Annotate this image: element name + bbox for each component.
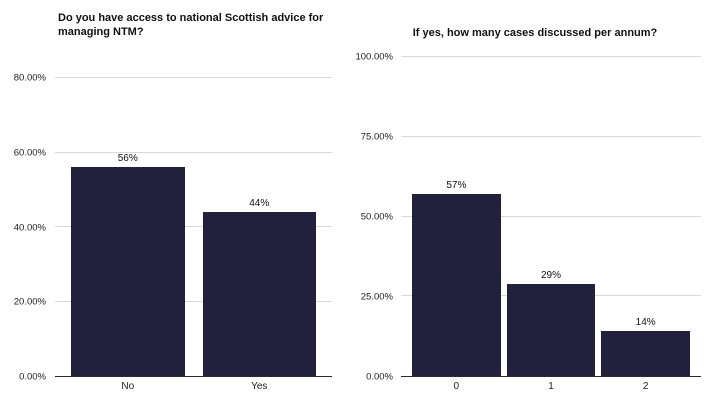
bar-slot: 29% <box>506 57 596 376</box>
y-tick-label: 0.00% <box>19 371 46 383</box>
y-tick-label: 50.00% <box>360 211 393 223</box>
bar-value-label: 29% <box>541 269 562 281</box>
chart-title: If yes, how many cases discussed per ann… <box>412 27 658 39</box>
bar-2 <box>601 331 691 376</box>
chart-scottish-advice: Do you have access to national Scottish … <box>0 0 355 402</box>
bar-No <box>71 167 185 376</box>
y-tick-label: 75.00% <box>360 131 393 143</box>
gridline <box>401 215 701 217</box>
y-axis: 0.00% 25.00% 50.00% 75.00% 100.00% <box>355 52 397 383</box>
y-tick-label: 0.00% <box>366 371 393 383</box>
y-tick-label: 25.00% <box>360 291 393 303</box>
x-tick-label: 2 <box>642 381 649 392</box>
bar-slot: 14% <box>601 57 691 376</box>
gridline <box>55 77 332 78</box>
chart-cases-per-annum: If yes, how many cases discussed per ann… <box>355 0 715 402</box>
bar-slot: 56% <box>71 78 185 376</box>
bar-slot: 44% <box>202 78 316 376</box>
gridline <box>55 226 332 227</box>
x-axis: 0 1 2 <box>401 379 701 392</box>
plot-area: 57% 29% 14% <box>401 56 701 377</box>
x-axis: No Yes <box>55 379 332 392</box>
gridlines <box>55 77 332 376</box>
y-axis: 0.00% 20.00% 40.00% 60.00% 80.00% <box>0 73 50 383</box>
chart-title: Do you have access to national Scottish … <box>58 12 324 39</box>
bar-0 <box>412 194 501 376</box>
x-tick-label: Yes <box>251 381 268 392</box>
bar-1 <box>506 283 596 376</box>
gridline <box>55 151 332 153</box>
y-tick-label: 20.00% <box>13 296 46 308</box>
x-tick-label: 0 <box>453 381 460 392</box>
bar-value-label: 56% <box>117 153 138 165</box>
gridline <box>55 300 332 302</box>
y-tick-label: 80.00% <box>13 72 46 84</box>
bar-value-label: 57% <box>446 180 467 192</box>
x-tick-label: 1 <box>548 381 554 392</box>
bar-value-label: 14% <box>635 317 656 329</box>
gridline <box>401 56 701 57</box>
bar-value-label: 44% <box>249 198 270 210</box>
bar-slot: 57% <box>412 57 501 376</box>
x-tick-label: No <box>121 381 135 392</box>
plot-area: 56% 44% <box>55 77 332 377</box>
bar-Yes <box>202 212 316 376</box>
y-tick-label: 60.00% <box>13 147 46 159</box>
gridline <box>401 135 701 137</box>
y-tick-label: 40.00% <box>13 222 46 233</box>
y-tick-label: 100.00% <box>355 51 393 63</box>
bar-group: 57% 29% 14% <box>401 57 701 376</box>
bar-group: 56% 44% <box>55 78 332 376</box>
